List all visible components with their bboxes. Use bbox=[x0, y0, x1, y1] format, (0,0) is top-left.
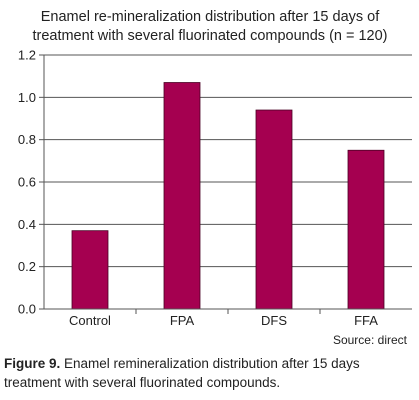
source-note: Source: direct bbox=[332, 333, 407, 347]
y-tick-label: 0.2 bbox=[18, 259, 36, 274]
chart-title-line-2: treatment with several fluorinated compo… bbox=[32, 28, 388, 44]
y-tick-label: 0.6 bbox=[18, 175, 36, 190]
y-tick-label: 0.4 bbox=[18, 217, 36, 232]
y-tick-label: 0.8 bbox=[18, 132, 36, 147]
chart-title: Enamel re-mineralization distribution af… bbox=[20, 8, 400, 46]
axes bbox=[39, 54, 412, 314]
bar-fpa bbox=[163, 82, 201, 310]
bar-control bbox=[71, 230, 109, 310]
y-tick-label: 1.2 bbox=[18, 48, 36, 63]
x-tick-label: DFS bbox=[261, 313, 287, 328]
chart-title-line-1: Enamel re-mineralization distribution af… bbox=[40, 9, 380, 25]
caption-label: Figure 9. bbox=[4, 356, 61, 371]
bars bbox=[71, 82, 385, 310]
x-tick-label: FPA bbox=[170, 313, 195, 328]
caption-text: Enamel remineralization distribution aft… bbox=[4, 356, 360, 390]
y-tick-label: 1.0 bbox=[18, 90, 36, 105]
x-tick-label: FFA bbox=[354, 313, 378, 328]
tick-labels: 0.0 0.2 0.4 0.6 0.8 1.0 1.2 Control FPA DFS FFA bbox=[18, 48, 378, 329]
x-tick-label: Control bbox=[69, 313, 111, 328]
bar-dfs bbox=[255, 109, 293, 310]
y-tick-label: 0.0 bbox=[18, 302, 36, 317]
figure-caption: Figure 9. Enamel remineralization distri… bbox=[4, 354, 416, 392]
bar-ffa bbox=[347, 149, 385, 310]
